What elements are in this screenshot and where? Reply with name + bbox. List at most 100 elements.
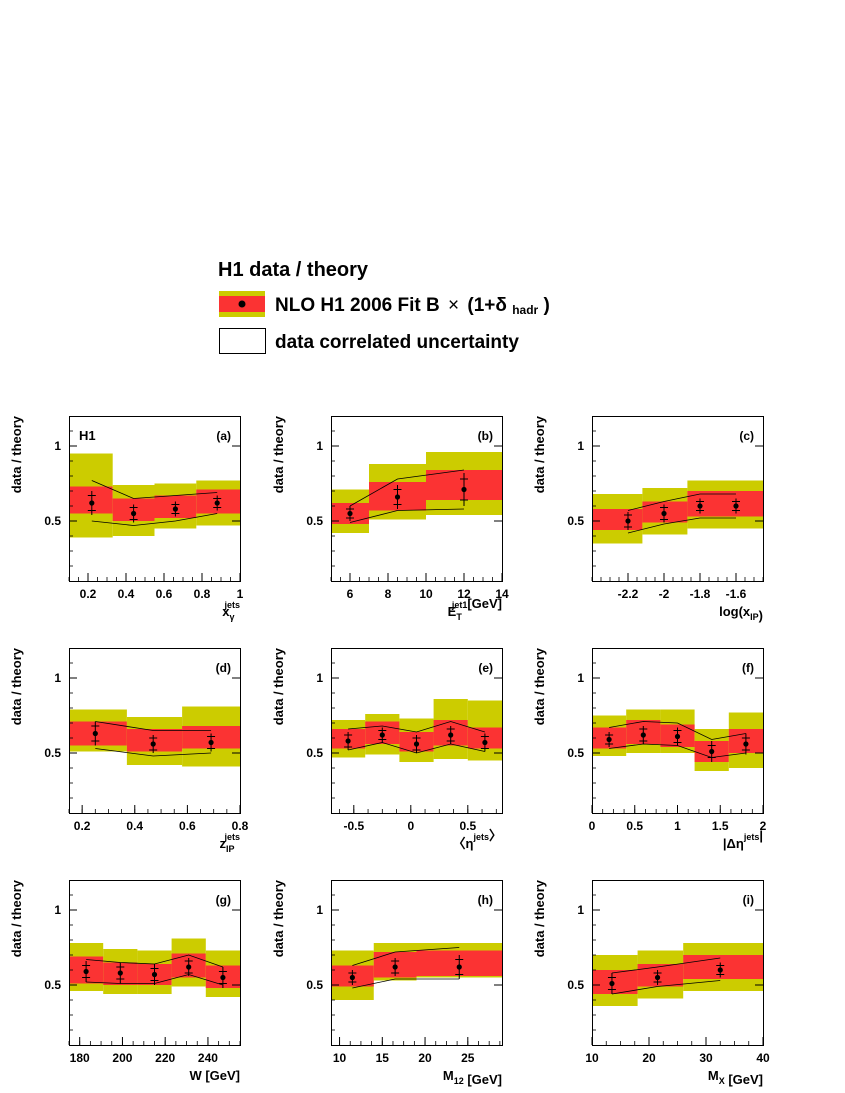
- data-point: [482, 739, 488, 746]
- panel-label: (c): [739, 429, 754, 443]
- panel-frame: [331, 648, 503, 814]
- x-axis-title-sup: jets: [472, 832, 489, 842]
- x-tick-label: 1.5: [712, 819, 729, 833]
- inner-band-bin: [683, 955, 763, 979]
- data-point: [709, 748, 715, 755]
- data-point: [92, 730, 98, 737]
- data-point: [461, 486, 467, 493]
- data-point: [214, 500, 220, 506]
- corr-upper-line: [348, 721, 486, 733]
- x-axis-title-main: 〈η: [453, 836, 474, 851]
- data-point: [392, 964, 398, 970]
- corr-lower-line: [627, 517, 736, 534]
- data-point: [640, 732, 646, 738]
- y-axis-title: data / theory: [532, 879, 547, 957]
- plot-area: [331, 699, 502, 762]
- experiment-tag: H1: [79, 428, 96, 443]
- legend-band-label-sub: hadr: [512, 303, 538, 317]
- x-axis-title-main: M: [708, 1068, 719, 1083]
- panel-label: (i): [743, 893, 754, 907]
- x-axis-title-main: x: [222, 604, 230, 619]
- x-axis-title: zIP jets: [219, 832, 240, 854]
- x-axis-title-main: log(x: [719, 604, 751, 619]
- y-axis-title: data / theory: [9, 647, 24, 725]
- x-tick-label: 25: [461, 1051, 475, 1065]
- plot-area: [331, 943, 502, 1000]
- x-tick-label: 10: [585, 1051, 599, 1065]
- x-tick-label: 240: [198, 1051, 218, 1065]
- corr-lower-line: [611, 980, 721, 995]
- x-tick-label: 15: [376, 1051, 390, 1065]
- y-tick-label: 1: [54, 903, 61, 917]
- x-axis-title: W [GeV]: [189, 1068, 240, 1083]
- x-axis-title-after: 〉: [489, 828, 502, 843]
- x-axis-title-after: [GeV]: [725, 1072, 763, 1087]
- x-axis-title-after: ): [759, 608, 763, 623]
- x-tick-label: 220: [155, 1051, 175, 1065]
- x-axis-title-main: |Δη: [723, 836, 744, 851]
- x-axis-title-main: M: [443, 1068, 454, 1083]
- panel-e: 0.5 1 -0.5 0 0.5 data / theory 〈ηjets〉 (e): [271, 647, 503, 851]
- x-tick-label: -1.6: [726, 587, 747, 601]
- y-tick-label: 0.5: [567, 978, 584, 992]
- x-tick-label: 0.4: [118, 587, 135, 601]
- y-axis-title: data / theory: [271, 415, 286, 493]
- data-point: [625, 518, 631, 524]
- y-tick-label: 0.5: [44, 978, 61, 992]
- x-axis-title-sub: γ: [229, 612, 234, 622]
- y-tick-label: 1: [316, 903, 323, 917]
- legend-title: H1 data / theory: [218, 259, 369, 281]
- x-axis-title-sup: jets: [743, 832, 760, 842]
- x-tick-label: 10: [419, 587, 433, 601]
- inner-band-bin: [69, 486, 113, 514]
- plot-area: [69, 453, 240, 538]
- x-tick-label: 200: [112, 1051, 132, 1065]
- data-point: [83, 968, 89, 975]
- x-axis-title: xγ jets: [222, 600, 240, 622]
- y-tick-label: 1: [316, 439, 323, 453]
- y-tick-label: 1: [577, 439, 584, 453]
- x-tick-label: -2: [659, 587, 670, 601]
- corr-upper-line: [349, 469, 465, 507]
- y-axis-title: data / theory: [532, 415, 547, 493]
- x-tick-label: 0.5: [626, 819, 643, 833]
- panel-f: 0.5 1 0 0.5 1 1.5 2 data / theory |Δηjets| (f): [532, 647, 767, 851]
- x-tick-label: 30: [699, 1051, 713, 1065]
- x-tick-label: 1: [237, 587, 244, 601]
- panel-label: (g): [216, 893, 231, 907]
- y-axis-title: data / theory: [9, 415, 24, 493]
- data-point: [733, 503, 739, 509]
- x-axis-title: log(xIP): [719, 604, 763, 623]
- data-point: [661, 510, 667, 517]
- y-axis-title: data / theory: [9, 879, 24, 957]
- x-tick-label: 180: [70, 1051, 90, 1065]
- data-point: [131, 510, 137, 517]
- x-axis-title-sup: jets: [223, 832, 240, 842]
- x-tick-label: 0.5: [459, 819, 476, 833]
- x-axis-title: |Δηjets|: [723, 828, 763, 851]
- data-point: [606, 736, 612, 743]
- data-point: [609, 980, 615, 987]
- corr-lower-line: [349, 508, 465, 523]
- panel-a: 0.5 1 0.2 0.4 0.6 0.8 1 data / theory xγ jets (a) H…: [9, 415, 244, 622]
- x-axis-title-sub: T: [456, 612, 462, 622]
- data-point: [697, 503, 703, 509]
- y-tick-label: 0.5: [567, 514, 584, 528]
- panel-b: 0.5 1 6 8 10 12 14 data / theory ETjet1[GeV] (b): [271, 415, 509, 622]
- panel-frame: [331, 416, 503, 582]
- x-axis-title-main: E: [448, 604, 457, 619]
- legend: H1 data / theory NLO H1 2006 Fit B × (1+…: [218, 259, 550, 354]
- panel-frame: [69, 416, 241, 582]
- panel-label: (f): [742, 661, 754, 675]
- legend-line-label: data correlated uncertainty: [275, 332, 519, 353]
- x-tick-label: 20: [642, 1051, 656, 1065]
- y-axis-title: data / theory: [271, 879, 286, 957]
- y-tick-label: 0.5: [44, 514, 61, 528]
- x-tick-label: 0: [407, 819, 414, 833]
- corr-lower-line: [91, 513, 218, 526]
- y-tick-label: 1: [577, 903, 584, 917]
- y-tick-label: 1: [316, 671, 323, 685]
- data-point: [151, 971, 158, 978]
- x-axis-title: M12 [GeV]: [443, 1068, 502, 1087]
- panel-frame: [331, 880, 503, 1046]
